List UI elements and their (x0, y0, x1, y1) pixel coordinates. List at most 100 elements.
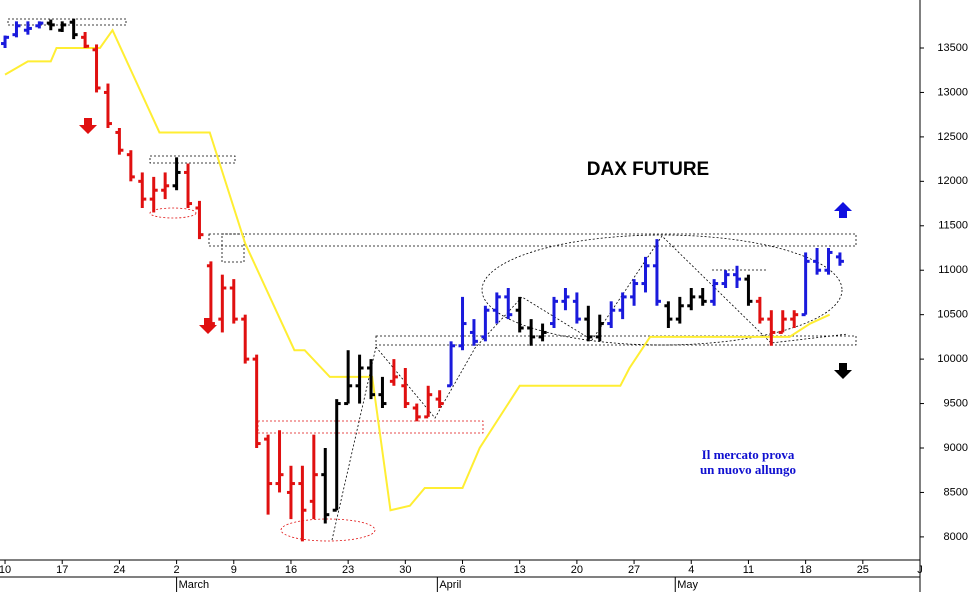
ohlc-bar (618, 292, 627, 320)
ohlc-bar (813, 248, 822, 275)
ohlc-bar (641, 256, 650, 293)
ohlc-bar (184, 163, 193, 208)
ohlc-bar (378, 376, 387, 408)
ohlc-bar (12, 21, 21, 38)
y-tick-label: 10000 (937, 353, 968, 365)
ohlc-bar (46, 19, 55, 31)
ohlc-bar (23, 21, 32, 35)
ohlc-bar (550, 296, 559, 328)
ohlc-bar (92, 44, 101, 93)
ohlc-bar (264, 434, 273, 515)
ohlc-bar (527, 319, 536, 346)
ohlc-bar (481, 305, 490, 342)
annotation: un nuovo allungo (700, 462, 796, 477)
x-tick-label: 6 (459, 564, 465, 576)
ohlc-bar (664, 301, 673, 328)
x-tick-label: 23 (342, 564, 354, 576)
ohlc-bar (778, 310, 787, 334)
ohlc-bar (595, 314, 604, 342)
ohlc-bar (504, 288, 513, 320)
x-tick-label: 20 (571, 564, 583, 576)
ohlc-bar (824, 248, 833, 275)
ohlc-bar (561, 288, 570, 311)
ohlc-bar (103, 83, 112, 128)
ohlc-bar (401, 368, 410, 408)
x-tick-label: J (917, 564, 923, 576)
box (208, 233, 857, 247)
ohlc-bar (218, 274, 227, 333)
ohlc-bar (389, 359, 398, 386)
ohlc-bar (767, 310, 776, 346)
ohlc-bar (675, 296, 684, 324)
ohlc-bar (492, 292, 501, 324)
ohlc-bar (424, 385, 433, 419)
ellipse (280, 518, 376, 542)
x-tick-label: 16 (285, 564, 297, 576)
y-tick-label: 11000 (938, 264, 968, 276)
ohlc-bar (710, 279, 719, 306)
box (221, 233, 245, 263)
x-tick-label: 10 (0, 564, 11, 576)
chart-title: DAX FUTURE (587, 159, 709, 180)
trend-line (331, 346, 377, 541)
x-tick-label: 27 (628, 564, 640, 576)
y-tick-label: 13500 (937, 42, 968, 54)
x-tick-label: 13 (514, 564, 526, 576)
ohlc-bar (161, 172, 170, 200)
ohlc-bar (572, 292, 581, 324)
y-tick-label: 10500 (937, 309, 968, 321)
ellipse (481, 234, 843, 346)
ohlc-bar (687, 288, 696, 311)
ohlc-bar (835, 252, 844, 266)
x-tick-label: 17 (56, 564, 68, 576)
ohlc-bar (515, 296, 524, 333)
ohlc-bar (229, 279, 238, 324)
box (149, 155, 236, 164)
ohlc-bar (35, 21, 44, 29)
x-tick-label: 9 (231, 564, 237, 576)
ohlc-bar (755, 296, 764, 324)
ohlc-bar (538, 323, 547, 342)
arrow-up (834, 202, 852, 218)
arrow-down (79, 118, 97, 134)
ohlc-bar (607, 301, 616, 328)
x-tick-label: 11 (743, 564, 754, 576)
ohlc-bar (458, 296, 467, 351)
ohlc-bar (469, 319, 478, 346)
ohlc-bar (584, 305, 593, 342)
month-label: April (439, 579, 461, 591)
ohlc-bar (367, 359, 376, 400)
ohlc-bar (1, 35, 10, 48)
y-tick-label: 8000 (944, 531, 968, 543)
ohlc-bar (630, 279, 639, 306)
arrow-down (199, 318, 217, 334)
x-tick-label: 25 (857, 564, 869, 576)
y-tick-label: 9500 (944, 397, 968, 409)
plot (1, 18, 844, 542)
x-tick-label: 18 (800, 564, 812, 576)
ohlc-bar (435, 390, 444, 408)
ohlc-bar (698, 288, 707, 306)
ohlc-bar (81, 32, 90, 48)
ohlc-bar (138, 172, 147, 208)
y-tick-label: 12000 (937, 175, 968, 187)
ohlc-bar (241, 314, 250, 364)
month-label: May (677, 579, 698, 591)
ohlc-bar (412, 403, 421, 422)
ohlc-bar (298, 465, 307, 542)
y-tick-label: 9000 (944, 442, 968, 454)
x-tick-label: 30 (399, 564, 411, 576)
ohlc-bar (206, 261, 215, 328)
arrow-down (834, 363, 852, 379)
y-tick-label: 13000 (937, 86, 968, 98)
ohlc-bar (149, 176, 158, 213)
trend-line (375, 235, 849, 419)
y-tick-label: 11500 (938, 220, 968, 232)
ohlc-bar (275, 430, 284, 493)
y-tick-label: 8500 (944, 486, 968, 498)
ohlc-bar (126, 150, 135, 182)
ohlc-bar (309, 434, 318, 520)
y-tick-label: 12500 (937, 131, 968, 143)
